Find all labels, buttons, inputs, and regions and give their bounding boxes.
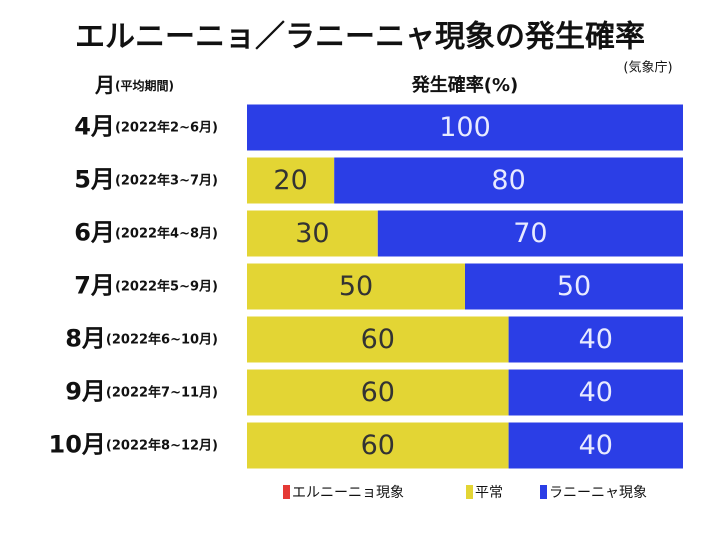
bar-segment <box>247 210 378 257</box>
value-label: 50 <box>339 271 373 302</box>
legend-label: 平常 <box>475 485 503 501</box>
category-label: 5月(2022年3~7月) <box>74 166 218 194</box>
category-month: 9月 <box>65 378 106 406</box>
category-period: (2022年2~6月) <box>115 119 218 135</box>
value-label: 60 <box>361 324 395 355</box>
value-label: 40 <box>579 324 613 355</box>
category-period: (2022年7~11月) <box>106 384 218 400</box>
bar-segment <box>247 422 509 469</box>
category-label: 6月(2022年4~8月) <box>74 219 218 247</box>
bar-segment <box>334 157 683 204</box>
category-month: 6月 <box>74 219 115 247</box>
category-period: (2022年8~12月) <box>106 437 218 453</box>
bar-segment <box>247 369 509 416</box>
category-label: 9月(2022年7~11月) <box>65 378 218 406</box>
category-period: (2022年3~7月) <box>115 172 218 188</box>
category-label: 8月(2022年6~10月) <box>65 325 218 353</box>
x-axis-label: 発生確率(%) <box>411 74 519 96</box>
bar-segment <box>508 369 683 416</box>
category-label: 4月(2022年2~6月) <box>74 113 218 141</box>
value-label: 40 <box>579 377 613 408</box>
value-label: 60 <box>361 377 395 408</box>
category-period: (2022年6~10月) <box>106 331 218 347</box>
source: (気象庁) <box>623 60 672 76</box>
category-month: 4月 <box>74 113 115 141</box>
legend-swatch <box>540 485 547 499</box>
bar-segment <box>247 157 335 204</box>
bar-segment <box>508 422 683 469</box>
bar-segment <box>247 263 465 310</box>
value-label: 80 <box>491 165 525 196</box>
y-axis-label-main: 月 <box>94 73 115 97</box>
category-label: 7月(2022年5~9月) <box>74 272 218 300</box>
value-label: 100 <box>439 112 491 143</box>
legend-label: エルニーニョ現象 <box>292 485 404 501</box>
legend-label: ラニーニャ現象 <box>549 485 647 501</box>
category-label: 10月(2022年8~12月) <box>49 431 219 459</box>
bar-segment <box>465 263 683 310</box>
category-month: 8月 <box>65 325 106 353</box>
bar-segment <box>247 104 683 151</box>
bar-segment <box>377 210 683 257</box>
legend-swatch <box>283 485 290 499</box>
bar-segment <box>247 316 509 363</box>
category-period: (2022年5~9月) <box>115 278 218 294</box>
category-month: 10月 <box>49 431 106 459</box>
value-label: 70 <box>513 218 547 249</box>
category-month: 7月 <box>74 272 115 300</box>
chart-title: エルニーニョ／ラニーニャ現象の発生確率 <box>75 20 645 55</box>
value-label: 20 <box>273 165 307 196</box>
y-axis-label-note: (平均期間) <box>115 78 174 93</box>
category-period: (2022年4~8月) <box>115 225 218 241</box>
bar-segment <box>508 316 683 363</box>
value-label: 50 <box>557 271 591 302</box>
value-label: 40 <box>579 430 613 461</box>
legend-swatch <box>466 485 473 499</box>
value-label: 30 <box>295 218 329 249</box>
category-month: 5月 <box>74 166 115 194</box>
value-label: 60 <box>361 430 395 461</box>
y-axis-label: 月(平均期間) <box>94 73 174 97</box>
